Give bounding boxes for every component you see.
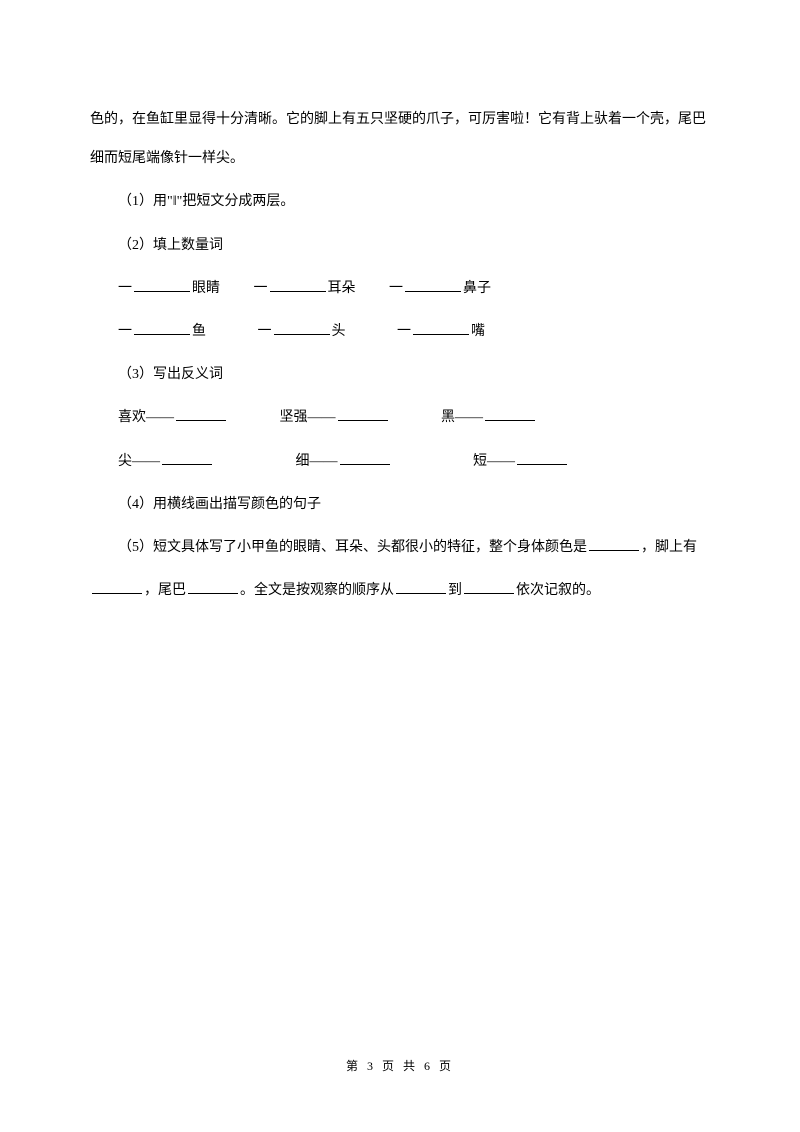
q5-f: 依次记叙的。 [516, 583, 600, 598]
q2-r1-c-pre: 一 [389, 281, 403, 296]
q2-r1-b-pre: 一 [254, 281, 268, 296]
q2-row1: 一 眼睛 一 耳朵 一 鼻子 [118, 269, 710, 308]
q2-r2-c-pre: 一 [397, 324, 411, 339]
blank [413, 321, 469, 335]
blank [340, 451, 390, 465]
q2-row2: 一鱼 一头 一嘴 [118, 312, 710, 351]
q3-row1: 喜欢—— 坚强—— 黑—— [118, 398, 710, 437]
q2-r2-c-label: 嘴 [471, 324, 485, 339]
blank [589, 537, 639, 551]
q2-r1-a-label: 眼睛 [192, 281, 220, 296]
q5-b: ，脚上有 [641, 540, 697, 555]
blank [270, 278, 326, 292]
blank [188, 580, 238, 594]
q5-d: 。全文是按观察的顺序从 [240, 583, 394, 598]
q2-r1-a-pre: 一 [118, 281, 132, 296]
blank [162, 451, 212, 465]
q2-r2-b-label: 头 [332, 324, 346, 339]
q5-a: （5）短文具体写了小甲鱼的眼睛、耳朵、头都很小的特征，整个身体颜色是 [118, 540, 587, 555]
q5-c: ，尾巴 [144, 583, 186, 598]
page-footer: 第 3 页 共 6 页 [0, 1057, 800, 1074]
q2-r2-a-label: 鱼 [192, 324, 206, 339]
blank [274, 321, 330, 335]
question-1: （1）用"‖"把短文分成两层。 [90, 182, 710, 221]
question-5-cont: ，尾巴 。全文是按观察的顺序从 到 依次记叙的。 [90, 571, 710, 610]
q3-r2-a: 尖—— [118, 454, 160, 469]
q3-r2-b: 细—— [296, 454, 338, 469]
paragraph-intro: 色的，在鱼缸里显得十分清晰。它的脚上有五只坚硬的爪子，可厉害啦！它有背上驮着一个… [90, 100, 710, 178]
q2-r2-b-pre: 一 [258, 324, 272, 339]
q3-r1-a: 喜欢—— [118, 410, 174, 425]
question-3: （3）写出反义词 [90, 355, 710, 394]
blank [464, 580, 514, 594]
blank [92, 580, 142, 594]
blank [176, 407, 226, 421]
q5-e: 到 [448, 583, 462, 598]
blank [134, 321, 190, 335]
blank [338, 407, 388, 421]
blank [134, 278, 190, 292]
page-content: 色的，在鱼缸里显得十分清晰。它的脚上有五只坚硬的爪子，可厉害啦！它有背上驮着一个… [0, 0, 800, 610]
question-4: （4）用横线画出描写颜色的句子 [90, 485, 710, 524]
q2-r1-c-label: 鼻子 [463, 281, 491, 296]
blank [517, 451, 567, 465]
blank [485, 407, 535, 421]
question-5: （5）短文具体写了小甲鱼的眼睛、耳朵、头都很小的特征，整个身体颜色是 ，脚上有 [90, 528, 710, 567]
blank [405, 278, 461, 292]
blank [396, 580, 446, 594]
q3-r1-c: 黑—— [441, 410, 483, 425]
question-2: （2）填上数量词 [90, 226, 710, 265]
q3-r1-b: 坚强—— [280, 410, 336, 425]
q2-r2-a-pre: 一 [118, 324, 132, 339]
q2-r1-b-label: 耳朵 [328, 281, 356, 296]
q3-r2-c: 短—— [473, 454, 515, 469]
q3-row2: 尖—— 细—— 短—— [118, 442, 710, 481]
